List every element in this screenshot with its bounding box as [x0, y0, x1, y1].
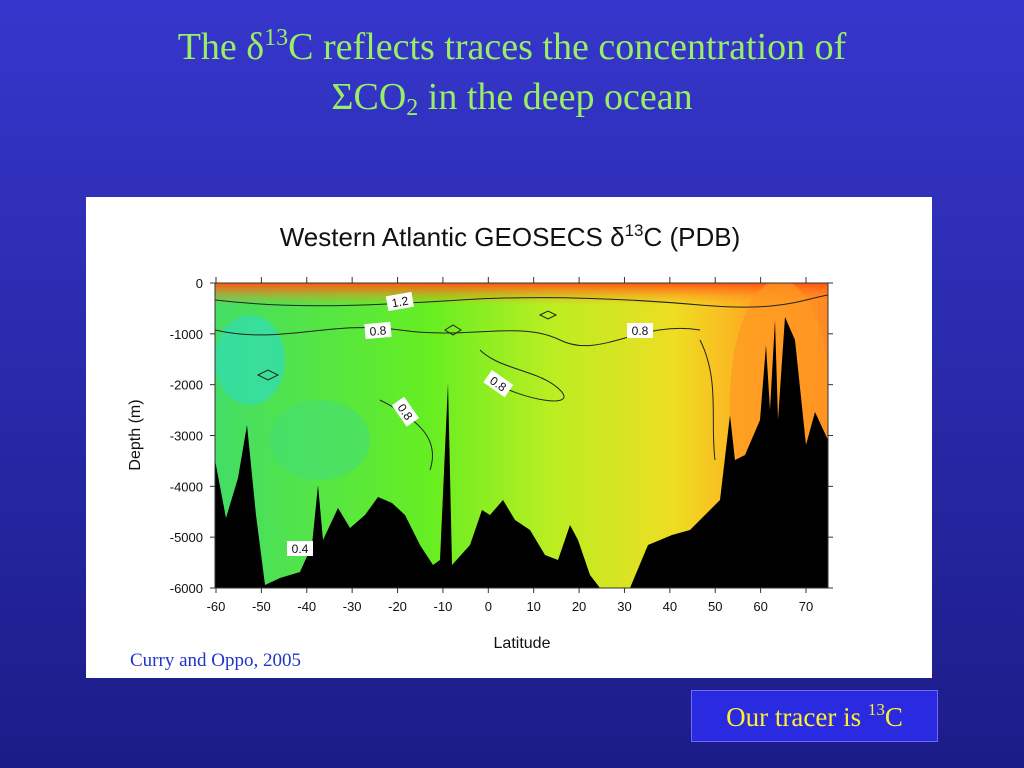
x-tick-label: 20: [572, 599, 586, 614]
contour-label-bg: [627, 323, 653, 338]
contour-labels: 1.20.8 0.80.80.80.4: [287, 291, 653, 556]
contour-label-bg: [483, 369, 514, 398]
figure-caption: Curry and Oppo, 2005: [130, 650, 301, 671]
contour-label-text: 1.2: [391, 294, 410, 311]
y-tick-label: -1000: [170, 327, 203, 342]
x-tick-label: 60: [753, 599, 767, 614]
x-tick-label: 30: [617, 599, 631, 614]
note-text: Our tracer is: [726, 702, 868, 732]
x-tick-label: -50: [252, 599, 271, 614]
contour-label: 0.4: [287, 541, 313, 556]
contour-label-text: 0.8: [369, 323, 387, 338]
contour-label-bg: [391, 396, 420, 427]
contour-label-bg: [364, 321, 392, 340]
x-tick-label: -60: [207, 599, 226, 614]
y-axis-label: Depth (m): [127, 399, 144, 470]
title-sub: 2: [406, 95, 419, 121]
y-tick-label: 0: [196, 276, 203, 291]
x-tick-label: -10: [434, 599, 453, 614]
y-tick-label: -5000: [170, 530, 203, 545]
y-tick-label: -2000: [170, 378, 203, 393]
y-tick-label: -3000: [170, 429, 203, 444]
note-sup: 13: [867, 700, 885, 719]
contour-label-bg: [287, 541, 313, 556]
figure-svg: Western Atlantic GEOSECS δ13C (PDB) 1.20…: [127, 221, 833, 652]
axis-ticks: 0 -1000 -2000 -3000 -4000 -5000 -6000 -60 -50 -40…: [170, 276, 833, 614]
contour-label: 0.8: [627, 323, 653, 338]
y-tick-label: -4000: [170, 479, 203, 494]
contour-label: 1.2: [385, 291, 415, 312]
figure-panel: Western Atlantic GEOSECS δ13C (PDB) 1.2 0…: [86, 197, 932, 678]
contour-label: 0.8: [364, 321, 392, 340]
note-text: C: [884, 702, 903, 732]
contour-label-text: 0.8: [632, 324, 649, 338]
note-box: Our tracer is 13C: [691, 690, 938, 742]
seafloor: [215, 317, 828, 588]
x-tick-label: 70: [799, 599, 813, 614]
x-axis-label: Latitude: [494, 635, 551, 652]
title-text: in the deep ocean: [418, 76, 693, 118]
x-tick-label: -30: [343, 599, 362, 614]
title-text: ΣCO: [331, 76, 407, 118]
slide-title: The δ13C reflects traces the concentrati…: [0, 22, 1024, 122]
title-sup: 13: [264, 25, 289, 51]
section-field: [215, 283, 828, 588]
x-tick-label: 50: [708, 599, 722, 614]
x-tick-label: 0: [485, 599, 492, 614]
figure-title: Western Atlantic GEOSECS δ13C (PDB): [280, 221, 741, 252]
contour-label-bg: [385, 291, 415, 312]
x-tick-label: 10: [526, 599, 540, 614]
y-tick-label: -6000: [170, 581, 203, 596]
contour-label-text: 0.4: [292, 542, 309, 556]
title-text: C reflects traces the concentration of: [288, 26, 847, 68]
x-tick-label: -20: [388, 599, 407, 614]
title-text: The δ: [177, 26, 265, 68]
x-tick-label: -40: [297, 599, 316, 614]
x-tick-label: 40: [663, 599, 677, 614]
